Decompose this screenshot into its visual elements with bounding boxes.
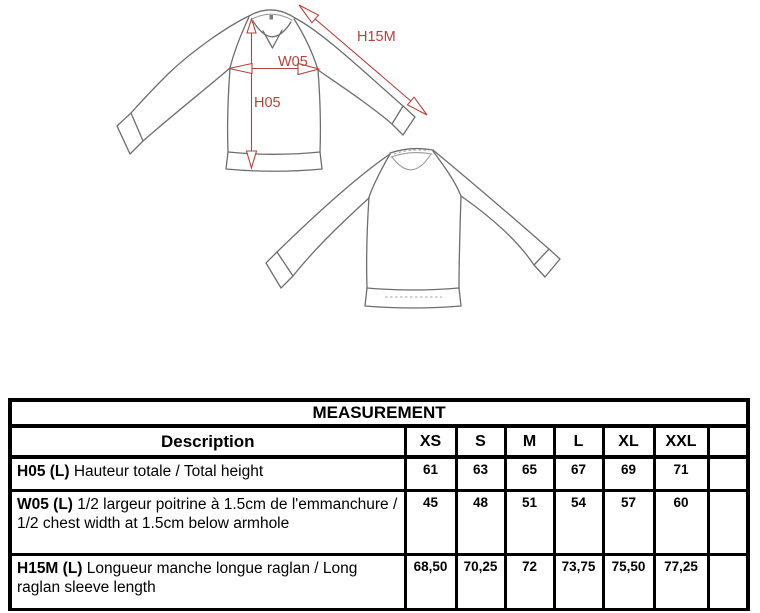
front-left-sleeve xyxy=(130,15,250,114)
front-neckline xyxy=(252,20,292,38)
back-hem-seam xyxy=(366,287,460,291)
value-cell: 67 xyxy=(552,455,605,492)
size-header-l: L xyxy=(552,424,605,459)
row-description: W05 (L) 1/2 largeur poitrine à 1.5cm de … xyxy=(8,489,407,556)
table-row-h05: H05 (L) Hauteur totale / Total height 61… xyxy=(8,455,751,492)
measurement-table: MEASUREMENT Description XS S M L XL XXL … xyxy=(7,398,751,611)
value-cell: 51 xyxy=(503,489,556,556)
back-neckline-drop xyxy=(391,153,432,171)
h15m-label: H15M xyxy=(357,29,396,45)
value-cell: 71 xyxy=(652,455,710,492)
back-left-sleeve-underside xyxy=(292,197,370,277)
value-cell: 48 xyxy=(454,489,507,556)
value-cell: 54 xyxy=(552,489,605,556)
front-body-right-side xyxy=(317,69,322,153)
value-cell: 75,50 xyxy=(601,553,656,611)
measure-description: Longueur manche longue raglan / Long rag… xyxy=(17,560,358,596)
front-left-sleeve-underside xyxy=(142,67,231,142)
front-right-sleeve xyxy=(294,17,404,107)
measure-code: H15M (L) xyxy=(17,560,83,577)
measure-description: Hauteur totale / Total height xyxy=(73,463,264,480)
front-hem-seam xyxy=(227,151,321,155)
measure-code: H05 (L) xyxy=(17,463,70,480)
value-cell-empty xyxy=(706,553,751,611)
value-cell: 60 xyxy=(652,489,710,556)
garment-technical-drawing: H15M W05 H05 xyxy=(116,4,561,309)
back-hem-band xyxy=(364,287,462,309)
back-collar-outer xyxy=(389,147,434,154)
size-header-xl: XL xyxy=(601,424,656,459)
back-view-sweatshirt xyxy=(265,147,561,309)
front-collar-label-tag xyxy=(269,15,273,20)
size-header-m: M xyxy=(503,424,556,459)
description-header: Description xyxy=(8,424,407,459)
back-left-cuff xyxy=(265,251,294,289)
row-description: H15M (L) Longueur manche longue raglan /… xyxy=(8,553,407,611)
front-v-notch xyxy=(262,29,283,49)
value-cell: 45 xyxy=(403,489,458,556)
value-cell: 73,75 xyxy=(552,553,605,611)
value-cell: 70,25 xyxy=(454,553,507,611)
h15m-arrow xyxy=(298,4,428,116)
value-cell: 69 xyxy=(601,455,656,492)
back-left-sleeve xyxy=(276,153,391,253)
front-right-cuff xyxy=(391,105,416,136)
back-right-raglan-seam xyxy=(432,150,462,197)
value-cell: 65 xyxy=(503,455,556,492)
front-view-sweatshirt xyxy=(116,9,416,172)
value-cell: 63 xyxy=(454,455,507,492)
front-hem-band xyxy=(225,151,323,172)
front-right-raglan-seam xyxy=(293,18,319,71)
front-collar-inner-band xyxy=(251,13,293,21)
size-header-xxl: XXL xyxy=(652,424,710,459)
h05-arrow xyxy=(245,17,258,170)
back-body-left-side xyxy=(365,196,370,289)
h05-label: H05 xyxy=(254,95,281,111)
back-right-sleeve-underside xyxy=(460,195,535,266)
front-collar-outer xyxy=(248,9,296,19)
w05-arrow xyxy=(228,62,322,76)
dimension-annotations: H15M W05 H05 xyxy=(228,4,428,170)
front-left-cuff xyxy=(116,112,144,155)
size-header-s: S xyxy=(454,424,507,459)
front-body-left-side xyxy=(226,67,231,153)
value-cell: 77,25 xyxy=(652,553,710,611)
table-row-w05: W05 (L) 1/2 largeur poitrine à 1.5cm de … xyxy=(8,489,751,556)
back-left-raglan-seam xyxy=(368,153,391,198)
value-cell: 61 xyxy=(403,455,458,492)
measure-code: W05 (L) xyxy=(17,496,73,513)
table-title: MEASUREMENT xyxy=(7,398,751,428)
value-cell: 57 xyxy=(601,489,656,556)
table-row-h15m: H15M (L) Longueur manche longue raglan /… xyxy=(8,553,751,611)
value-cell-empty xyxy=(706,455,751,492)
size-header-xs: XS xyxy=(403,424,458,459)
back-right-cuff xyxy=(533,248,561,278)
value-cell: 68,50 xyxy=(403,553,458,611)
value-cell: 72 xyxy=(503,553,556,611)
back-collar-inner xyxy=(390,151,433,158)
value-cell-empty xyxy=(706,489,751,556)
size-header-empty xyxy=(706,424,751,459)
w05-label: W05 xyxy=(278,54,308,70)
back-right-sleeve xyxy=(432,149,550,250)
row-description: H05 (L) Hauteur totale / Total height xyxy=(8,455,407,492)
back-collar-stitch xyxy=(393,149,430,155)
front-right-sleeve-underside xyxy=(317,69,393,125)
front-left-raglan-seam xyxy=(229,16,250,69)
table-title-row: MEASUREMENT xyxy=(7,398,751,428)
measure-description: 1/2 largeur poitrine à 1.5cm de l'emmanc… xyxy=(17,496,398,532)
back-body-right-side xyxy=(458,195,462,289)
table-header-row: Description XS S M L XL XXL xyxy=(8,424,751,459)
